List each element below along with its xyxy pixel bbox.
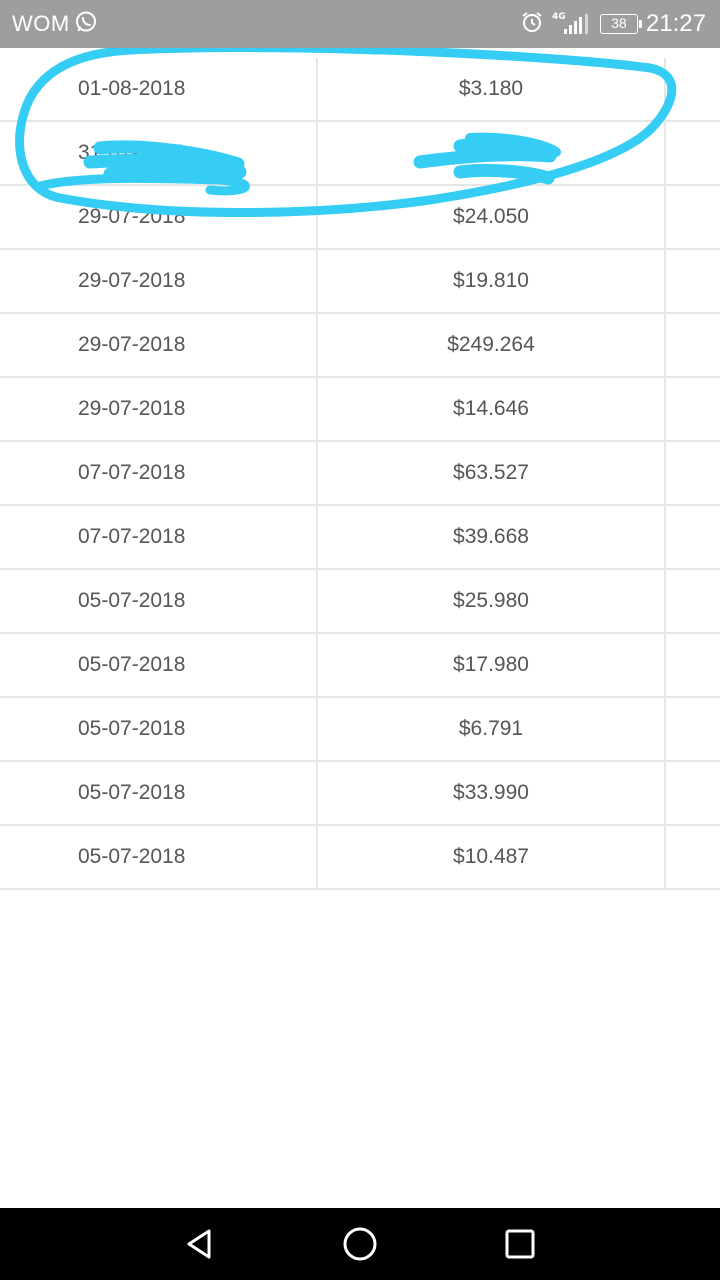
table-row[interactable]: 01-08-2018 $3.180: [0, 58, 720, 122]
column-divider: [664, 314, 666, 376]
column-divider: [664, 506, 666, 568]
column-divider: [316, 570, 318, 632]
row-date: 29-07-2018: [78, 269, 186, 292]
row-amount: $17.980: [453, 653, 529, 676]
carrier-name: WOM: [12, 11, 70, 36]
row-date: 29-07-2018: [78, 333, 186, 356]
alarm-icon: [520, 10, 544, 38]
row-amount: $6.791: [458, 717, 524, 740]
table-row[interactable]: 07-07-2018 $63.527: [0, 442, 720, 506]
row-date: 05-07-2018: [78, 845, 186, 868]
row-date: 01-08-2018: [78, 77, 186, 100]
row-extra-cell: [668, 762, 720, 824]
status-bar: WOM 4G 38: [0, 0, 720, 48]
row-amount: $249.264: [447, 333, 535, 356]
row-extra-cell: [668, 442, 720, 504]
status-left: WOM: [12, 10, 98, 38]
column-divider: [316, 250, 318, 312]
row-amount: $10.487: [453, 845, 529, 868]
column-divider: [664, 762, 666, 824]
row-extra-cell: [668, 58, 720, 120]
row-extra-cell: [668, 378, 720, 440]
column-divider: [664, 634, 666, 696]
row-date: 05-07-2018: [78, 717, 186, 740]
table-row[interactable]: 05-07-2018 $25.980: [0, 570, 720, 634]
column-divider: [664, 186, 666, 248]
row-amount: $33.990: [453, 781, 529, 804]
column-divider: [316, 506, 318, 568]
column-divider: [316, 698, 318, 760]
table-row[interactable]: 29-07-2018 $19.810: [0, 250, 720, 314]
column-divider: [316, 378, 318, 440]
column-divider: [664, 826, 666, 888]
column-divider: [664, 58, 666, 120]
column-divider: [664, 698, 666, 760]
network-type: 4G: [551, 12, 566, 22]
row-extra-cell: [668, 570, 720, 632]
row-extra-cell: [668, 634, 720, 696]
row-amount: $14.646: [453, 397, 529, 420]
transaction-list[interactable]: 01-08-2018 $3.180 31-07-2018 $ 29-07-201…: [0, 48, 720, 1208]
column-divider: [316, 314, 318, 376]
row-amount: $39.668: [453, 525, 529, 548]
row-date: 05-07-2018: [78, 653, 186, 676]
back-button[interactable]: [176, 1220, 224, 1268]
row-extra-cell: [668, 826, 720, 888]
row-amount: $63.527: [453, 461, 529, 484]
column-divider: [664, 442, 666, 504]
row-extra-cell: [668, 698, 720, 760]
column-divider: [664, 250, 666, 312]
whatsapp-icon: [74, 10, 98, 38]
row-extra-cell: [668, 250, 720, 312]
battery-icon: 38: [599, 14, 642, 34]
table-row[interactable]: 29-07-2018 $14.646: [0, 378, 720, 442]
row-date: 05-07-2018: [78, 781, 186, 804]
row-amount: $19.810: [453, 269, 529, 292]
row-amount: $3.180: [458, 77, 524, 100]
table-row[interactable]: 05-07-2018 $33.990: [0, 762, 720, 826]
row-date: 07-07-2018: [78, 525, 186, 548]
column-divider: [316, 826, 318, 888]
column-divider: [316, 442, 318, 504]
table-row[interactable]: 31-07-2018 $: [0, 122, 720, 186]
row-extra-cell: [668, 186, 720, 248]
row-extra-cell: [668, 506, 720, 568]
row-amount: $: [485, 141, 497, 164]
row-date: 29-07-2018: [78, 397, 186, 420]
table-row[interactable]: 05-07-2018 $10.487: [0, 826, 720, 890]
table-row[interactable]: 05-07-2018 $6.791: [0, 698, 720, 762]
clock: 21:27: [645, 10, 706, 37]
column-divider: [664, 378, 666, 440]
row-date: 07-07-2018: [78, 461, 186, 484]
column-divider: [664, 570, 666, 632]
row-amount: $24.050: [453, 205, 529, 228]
table-row[interactable]: 05-07-2018 $17.980: [0, 634, 720, 698]
column-divider: [316, 634, 318, 696]
row-extra-cell: [668, 122, 720, 184]
back-icon: [187, 1229, 211, 1259]
home-button[interactable]: [336, 1220, 384, 1268]
row-date: 29-07-2018: [78, 205, 186, 228]
recents-button[interactable]: [496, 1220, 544, 1268]
row-amount: $25.980: [453, 589, 529, 612]
row-extra-cell: [668, 314, 720, 376]
signal-icon: 4G: [552, 12, 592, 36]
column-divider: [664, 122, 666, 184]
table-row[interactable]: 29-07-2018 $249.264: [0, 314, 720, 378]
table-row[interactable]: 29-07-2018 $24.050: [0, 186, 720, 250]
table-row[interactable]: 07-07-2018 $39.668: [0, 506, 720, 570]
recents-icon: [505, 1229, 535, 1259]
row-date: 31-07-2018: [78, 141, 186, 164]
status-right: 4G 38 21:27: [520, 10, 706, 38]
navigation-bar: [0, 1208, 720, 1280]
home-icon: [343, 1227, 377, 1261]
column-divider: [316, 762, 318, 824]
row-date: 05-07-2018: [78, 589, 186, 612]
